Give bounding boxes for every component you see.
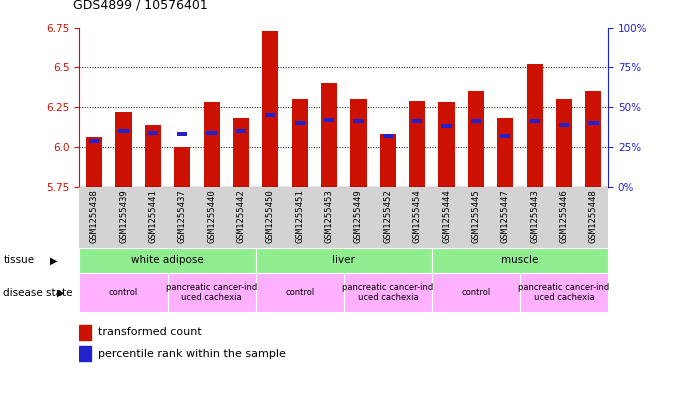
Bar [115, 112, 131, 187]
Bar [383, 134, 393, 138]
Text: GSM1255441: GSM1255441 [149, 190, 158, 244]
Bar [353, 119, 363, 123]
Bar [380, 134, 396, 187]
Text: percentile rank within the sample: percentile rank within the sample [98, 349, 286, 359]
Text: control: control [462, 288, 491, 297]
Bar [174, 147, 190, 187]
Bar [265, 113, 276, 117]
Text: GDS4899 / 10576401: GDS4899 / 10576401 [73, 0, 207, 12]
Bar [79, 325, 91, 340]
Bar [556, 99, 572, 187]
Bar [167, 273, 256, 312]
Bar [292, 99, 307, 187]
Text: control: control [109, 288, 138, 297]
Bar [79, 273, 167, 312]
Bar [412, 119, 422, 123]
Bar [79, 248, 256, 273]
Text: transformed count: transformed count [98, 327, 202, 337]
Text: muscle: muscle [501, 255, 539, 265]
Text: GSM1255451: GSM1255451 [295, 190, 304, 244]
Text: tissue: tissue [3, 255, 35, 265]
Text: control: control [285, 288, 314, 297]
Bar [233, 118, 249, 187]
Bar [256, 248, 432, 273]
Text: white adipose: white adipose [131, 255, 204, 265]
Bar [442, 124, 452, 128]
Text: GSM1255440: GSM1255440 [207, 190, 216, 244]
Bar [500, 134, 511, 138]
Text: GSM1255443: GSM1255443 [530, 190, 539, 244]
Bar [409, 101, 425, 187]
Bar [350, 99, 366, 187]
Bar [256, 273, 343, 312]
Bar [559, 123, 569, 127]
Text: GSM1255444: GSM1255444 [442, 190, 451, 244]
Text: GSM1255449: GSM1255449 [354, 190, 363, 244]
Text: GSM1255453: GSM1255453 [325, 190, 334, 244]
Text: GSM1255439: GSM1255439 [119, 190, 128, 244]
Bar [468, 91, 484, 187]
Bar [588, 121, 598, 125]
Bar [432, 273, 520, 312]
Bar [294, 121, 305, 125]
Bar [236, 129, 246, 133]
Bar [471, 119, 481, 123]
Text: disease state: disease state [3, 288, 73, 298]
Bar [207, 130, 217, 134]
Text: GSM1255448: GSM1255448 [589, 190, 598, 244]
Text: ▶: ▶ [57, 288, 65, 298]
Text: pancreatic cancer-ind
uced cachexia: pancreatic cancer-ind uced cachexia [342, 283, 433, 303]
Text: GSM1255452: GSM1255452 [384, 190, 392, 244]
Text: GSM1255450: GSM1255450 [266, 190, 275, 244]
Bar [204, 102, 220, 187]
Text: GSM1255437: GSM1255437 [178, 190, 187, 244]
Text: pancreatic cancer-ind
uced cachexia: pancreatic cancer-ind uced cachexia [166, 283, 257, 303]
Text: GSM1255447: GSM1255447 [501, 190, 510, 244]
Text: GSM1255445: GSM1255445 [471, 190, 480, 244]
Bar [148, 130, 158, 134]
Text: pancreatic cancer-ind
uced cachexia: pancreatic cancer-ind uced cachexia [518, 283, 609, 303]
Bar [177, 132, 187, 136]
Bar [432, 248, 608, 273]
Bar [86, 137, 102, 187]
Bar [263, 31, 278, 187]
Bar [89, 138, 100, 143]
Bar [498, 118, 513, 187]
Bar [344, 273, 432, 312]
Text: GSM1255442: GSM1255442 [236, 190, 245, 244]
Bar [145, 125, 161, 187]
Bar [585, 91, 601, 187]
Text: GSM1255454: GSM1255454 [413, 190, 422, 244]
Text: ▶: ▶ [50, 255, 57, 265]
Bar [529, 119, 540, 123]
Bar [439, 102, 455, 187]
Bar [321, 83, 337, 187]
Bar [324, 118, 334, 122]
Text: GSM1255446: GSM1255446 [560, 190, 569, 244]
Bar [520, 273, 608, 312]
Text: GSM1255438: GSM1255438 [90, 190, 99, 244]
Bar [118, 129, 129, 133]
Text: liver: liver [332, 255, 355, 265]
Bar [527, 64, 542, 187]
Bar [79, 346, 91, 362]
